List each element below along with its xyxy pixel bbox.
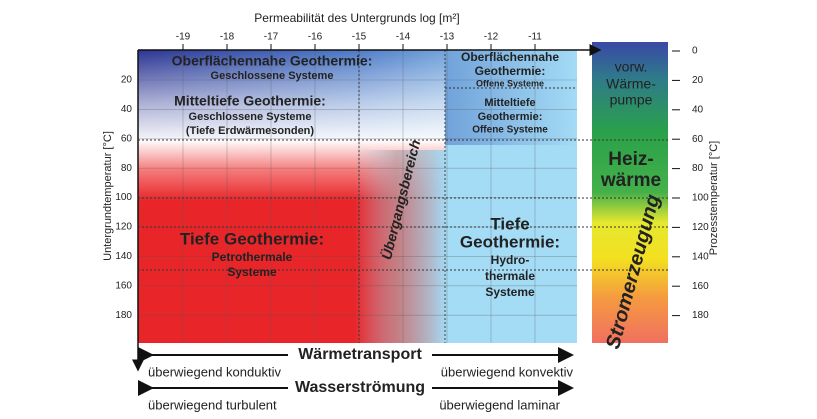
left-tick-label: 20 [121, 75, 133, 86]
top-tick-label: -16 [308, 32, 323, 43]
top-axis-title: Permeabilität des Untergrunds log [m²] [254, 11, 459, 25]
region-label: Geschlossene Systeme [211, 70, 334, 82]
conductive: überwiegend konduktiv [148, 364, 281, 379]
top-tick-label: -14 [396, 32, 411, 43]
top-tick-label: -15 [352, 32, 367, 43]
top-tick-label: -12 [484, 32, 499, 43]
heat-transport: Wärmetransport [298, 346, 422, 363]
top-tick-label: -19 [176, 32, 191, 43]
left-tick-label: 100 [115, 192, 132, 203]
left-axis-title: Untergrundtemperatur [°C] [102, 131, 114, 261]
top-tick-label: -11 [528, 32, 542, 43]
right-tick-label: 60 [692, 134, 704, 145]
region-label: thermale [485, 269, 535, 283]
top-tick-label: -17 [264, 32, 279, 43]
process-bar [592, 42, 668, 343]
region-label: Mitteltiefe [484, 97, 535, 109]
right-tick-label: 80 [692, 163, 704, 174]
region-label: Offene Systeme [476, 78, 544, 88]
region-label: Systeme [227, 265, 277, 279]
region-label: Geothermie: [460, 232, 560, 251]
region-label: Hydro- [491, 253, 530, 267]
top-tick-label: -18 [220, 32, 235, 43]
left-tick-label: 180 [115, 310, 132, 321]
region-label: Geothermie: [475, 64, 546, 78]
right-tick-label: 0 [692, 46, 698, 57]
region-label: Mitteltiefe Geothermie: [174, 93, 326, 109]
right-tick-label: 180 [692, 310, 709, 321]
convective: überwiegend konvektiv [441, 364, 574, 379]
right-tick-label: 40 [692, 104, 704, 115]
process-label: pumpe [610, 92, 653, 108]
process-label: vorw. [615, 59, 648, 75]
region-label: Oberflächennahe [461, 50, 559, 64]
left-tick-label: 40 [121, 104, 133, 115]
transition-zone [355, 150, 447, 343]
left-tick-label: 80 [121, 163, 133, 174]
fade-zone [138, 50, 445, 145]
right-tick-label: 20 [692, 75, 704, 86]
process-label: Wärme- [606, 76, 656, 92]
region-label: Geothermie: [478, 111, 543, 123]
region-label: Offene Systeme [472, 125, 548, 136]
left-tick-label: 60 [121, 133, 133, 144]
region-label: (Tiefe Erdwärmesonden) [186, 125, 314, 137]
region-label: Petrothermale [212, 250, 293, 264]
region-label: Geschlossene Systeme [189, 111, 312, 123]
right-tick-label: 100 [692, 193, 709, 204]
water-flow: Wasserströmung [295, 379, 425, 396]
region-label: Tiefe [490, 214, 529, 233]
process-label: wärme [600, 170, 661, 191]
right-axis-title: Prozesstemperatur [°C] [708, 141, 720, 255]
region-label: Tiefe Geothermie: [180, 229, 324, 248]
left-tick-label: 140 [115, 251, 132, 262]
laminar: überwiegend laminar [439, 397, 560, 412]
right-tick-label: 140 [692, 251, 709, 262]
region-label: Oberflächennahe Geothermie: [172, 53, 373, 69]
top-tick-label: -13 [440, 32, 455, 43]
right-tick-label: 160 [692, 281, 709, 292]
region-label: Systeme [485, 285, 535, 299]
turbulent: überwiegend turbulent [148, 397, 277, 412]
process-label: Heiz- [608, 149, 653, 170]
left-tick-label: 120 [115, 222, 132, 233]
right-tick-label: 120 [692, 222, 709, 233]
left-tick-label: 160 [115, 280, 132, 291]
